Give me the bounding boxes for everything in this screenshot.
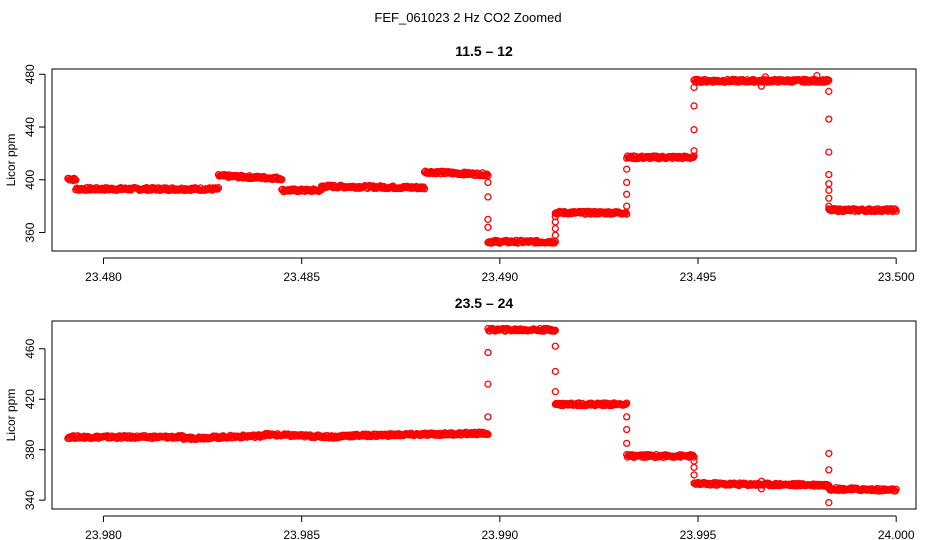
panel-bottom-x-tick-label: 23.985 <box>283 528 320 540</box>
panel-top-plot-box <box>51 68 917 252</box>
panel-bottom-outlier-point <box>757 477 766 485</box>
panel-bottom-transition-point <box>825 499 833 507</box>
panel-top: 11.5 – 12 Licor ppm 23.480 23.485 23.490 23… <box>4 43 917 284</box>
panel-top-points <box>64 71 900 247</box>
panel-top-x-tick-label: 23.490 <box>482 270 519 284</box>
panel-bottom-y-tick-label: 340 <box>23 490 37 510</box>
panel-bottom-outlier-point <box>757 485 766 493</box>
panel-bottom-data-point <box>623 399 631 407</box>
panel-top-data-point <box>623 210 631 218</box>
panel-top-transition-point <box>825 194 833 202</box>
panel-top-data-point <box>70 174 78 183</box>
panel-top-transition-point <box>825 87 833 96</box>
panel-bottom-transition-point <box>623 439 631 448</box>
panel-bottom-y-tick-label: 420 <box>23 389 37 409</box>
panel-bottom-transition-point <box>690 471 698 479</box>
panel-bottom-transition-point <box>690 463 698 472</box>
panel-bottom-x-tick-label: 24.000 <box>878 528 915 540</box>
panel-top-transition-point <box>551 213 559 221</box>
panel-bottom-plot-box <box>51 320 917 510</box>
panel-top-transition-point <box>551 224 559 233</box>
panel-top-x-tick-label: 23.495 <box>680 270 717 284</box>
panel-top-transition-point <box>551 231 559 239</box>
panel-top-outlier-point <box>757 82 766 90</box>
panel-bottom-data-point <box>550 327 559 335</box>
panel-top-data-point <box>278 175 286 184</box>
panel-bottom-transition-point <box>551 388 559 396</box>
panel-top-transition-point <box>623 165 631 173</box>
panel-bottom-data-point <box>484 430 492 439</box>
panel-bottom-transition-point <box>484 413 492 421</box>
panel-top-y-axis: 360 400 440 480 <box>23 64 46 243</box>
panel-top-data-point <box>484 171 492 180</box>
panel-top-transition-point <box>825 202 833 210</box>
panel-top-y-tick-label: 440 <box>23 117 37 137</box>
panel-top-data-point <box>824 77 832 85</box>
panel-top-transition-point <box>690 83 698 92</box>
panel-bottom-transition-point <box>484 380 492 388</box>
panel-top-transition-point <box>623 178 631 187</box>
panel-top-transition-point <box>690 147 698 155</box>
panel-top-transition-point <box>690 126 698 134</box>
panel-top-x-axis: 23.480 23.485 23.490 23.495 23.500 <box>85 257 915 284</box>
panel-top-transition-point <box>484 223 492 231</box>
panel-top-x-tick-label: 23.480 <box>85 270 122 284</box>
panel-top-data-point <box>690 152 698 160</box>
panel-bottom-data-point <box>690 453 698 461</box>
panel-top-transition-point <box>623 202 631 210</box>
panel-bottom: 23.5 – 24 Licor ppm 23.980 23.985 23.990 23… <box>4 295 917 540</box>
panel-top-transition-point <box>484 215 492 224</box>
panel-top-transition-point <box>825 148 833 156</box>
panel-top-transition-point <box>551 218 559 226</box>
panel-bottom-y-axis: 340 380 420 460 <box>23 338 46 510</box>
panel-bottom-data-point <box>892 485 900 493</box>
panel-top-outlier-point <box>761 73 770 81</box>
panel-top-transition-point <box>484 178 492 187</box>
panel-bottom-transition-point <box>825 449 833 458</box>
panel-bottom-transition-point <box>551 367 559 376</box>
panel-top-outlier-point <box>813 71 821 80</box>
panel-bottom-data-point <box>551 326 559 334</box>
panel-top-ylabel: Licor ppm <box>4 134 18 187</box>
panel-bottom-ylabel: Licor ppm <box>4 389 18 442</box>
panel-top-transition-point <box>484 193 492 201</box>
panel-top-x-tick-label: 23.485 <box>283 270 320 284</box>
panel-bottom-transition-point <box>551 342 559 350</box>
panel-top-data-point <box>420 185 429 193</box>
panel-top-title: 11.5 – 12 <box>455 43 513 59</box>
panel-top-transition-point <box>825 115 833 123</box>
panel-top-data-point <box>825 76 833 84</box>
panel-bottom-y-tick-label: 460 <box>23 338 37 358</box>
panel-top-transition-point <box>690 102 698 110</box>
panel-top-transition-point <box>825 186 833 194</box>
panel-bottom-data-point <box>622 400 630 408</box>
panel-top-data-point <box>892 207 900 215</box>
panel-bottom-x-tick-label: 23.990 <box>482 528 519 540</box>
panel-bottom-points <box>64 324 900 507</box>
panel-top-data-point <box>72 176 80 184</box>
panel-top-y-tick-label: 360 <box>23 222 37 242</box>
panel-top-transition-point <box>825 180 833 188</box>
panel-top-x-tick-label: 23.500 <box>878 270 915 284</box>
figure-suptitle: FEF_061023 2 Hz CO2 Zoomed <box>374 10 561 25</box>
panel-top-y-tick-label: 400 <box>23 169 37 189</box>
panel-bottom-transition-point <box>623 413 631 421</box>
panel-top-data-point <box>214 184 223 192</box>
panel-bottom-title: 23.5 – 24 <box>455 295 514 311</box>
panel-bottom-x-tick-label: 23.980 <box>85 528 122 540</box>
panel-bottom-transition-point <box>484 348 492 357</box>
panel-bottom-transition-point <box>623 425 631 434</box>
panel-top-y-tick-label: 480 <box>23 64 37 84</box>
panel-bottom-y-tick-label: 380 <box>23 439 37 459</box>
panel-top-transition-point <box>623 190 631 198</box>
panel-bottom-x-axis: 23.980 23.985 23.990 23.995 24.000 <box>85 515 915 540</box>
panel-top-transition-point <box>825 170 833 179</box>
panel-bottom-transition-point <box>825 466 833 474</box>
panel-bottom-x-tick-label: 23.995 <box>680 528 717 540</box>
